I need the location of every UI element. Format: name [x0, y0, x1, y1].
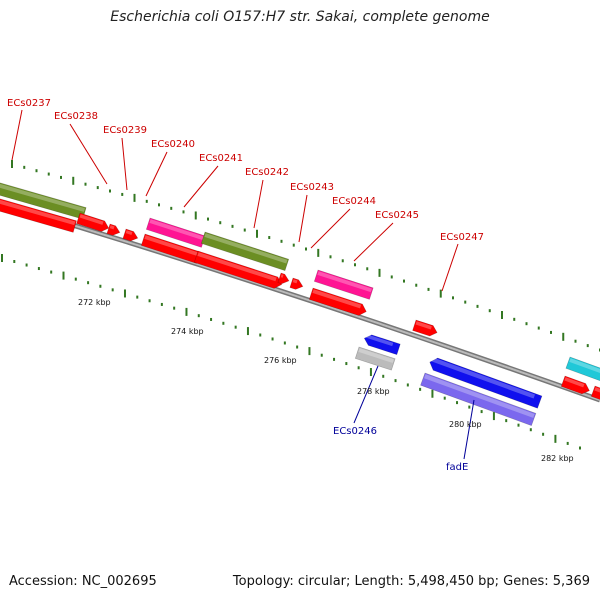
kbp-label-280: 280 kbp [449, 420, 482, 429]
feature-red-1 [0, 195, 77, 233]
gene-label-ecs0245: ECs0245 [375, 210, 419, 221]
feature-slate-1 [420, 372, 537, 426]
kbp-label-278: 278 kbp [357, 387, 390, 396]
leader-ecs0244 [310, 208, 351, 249]
gene-label-ecs0247: ECs0247 [440, 232, 484, 243]
gene-label-ecs0243: ECs0243 [290, 182, 334, 193]
leader-ecs0242 [253, 179, 264, 229]
leader-ecs0240 [145, 151, 168, 197]
leader-ecs0238 [69, 123, 108, 185]
gene-label-ecs0240: ECs0240 [151, 139, 195, 150]
gene-labels: ECs0237 ECs0238 ECs0239 ECs0240 ECs0241 … [7, 98, 484, 473]
gene-label-ecs0238: ECs0238 [54, 111, 98, 122]
map-title: Escherichia coli O157:H7 str. Sakai, com… [110, 9, 490, 25]
gene-label-ecs0244: ECs0244 [332, 196, 376, 207]
feature-red-11 [560, 375, 590, 395]
feature-blue-1 [363, 334, 401, 355]
feature-red-9 [308, 287, 367, 316]
backbone [0, 200, 600, 403]
feature-red-8 [289, 277, 304, 290]
outer-tick-row [11, 160, 600, 352]
kbp-label-272: 272 kbp [78, 298, 111, 307]
feature-red-10 [412, 319, 438, 337]
topology-text: Topology: circular; Length: 5,498,450 bp… [232, 574, 590, 589]
kbp-label-282: 282 kbp [541, 454, 574, 463]
label-leaders [11, 109, 475, 460]
gene-label-ecs0239: ECs0239 [103, 125, 147, 136]
feature-red-6 [193, 250, 283, 289]
accession-text: Accession: NC_002695 [9, 574, 157, 589]
tick-marks [1, 160, 600, 450]
feature-red-12 [590, 385, 600, 402]
leader-ecs0239 [121, 137, 128, 191]
feature-red-7 [277, 272, 290, 285]
gene-label-ecs0241: ECs0241 [199, 153, 243, 164]
inner-tick-row [1, 254, 581, 450]
gene-label-ecs0237: ECs0237 [7, 98, 51, 109]
leader-ecs0247 [441, 243, 459, 292]
leader-fade [463, 399, 475, 460]
feature-blue-2 [429, 357, 543, 409]
leader-ecs0246 [353, 365, 379, 424]
feature-red-2 [76, 212, 110, 232]
kbp-label-276: 276 kbp [264, 356, 297, 365]
leader-ecs0245 [353, 222, 394, 262]
kbp-label-274: 274 kbp [171, 327, 204, 336]
leader-ecs0243 [298, 194, 308, 243]
feature-gray-1 [354, 346, 396, 371]
leader-ecs0237 [11, 109, 23, 161]
feature-magenta-1 [145, 217, 206, 248]
feature-cyan-1 [565, 356, 600, 383]
feature-red-3 [106, 223, 121, 236]
feature-magenta-2 [313, 269, 374, 300]
feature-red-5 [140, 233, 201, 264]
gene-label-ecs0246: ECs0246 [333, 426, 377, 437]
leader-ecs0241 [183, 165, 219, 208]
gene-label-ecs0242: ECs0242 [245, 167, 289, 178]
feature-track [0, 179, 600, 426]
kbp-labels: 272 kbp 274 kbp 276 kbp 278 kbp 280 kbp … [78, 298, 574, 463]
feature-olive-2 [200, 231, 290, 271]
gene-label-fade: fadE [446, 462, 468, 473]
feature-red-4 [122, 228, 139, 242]
